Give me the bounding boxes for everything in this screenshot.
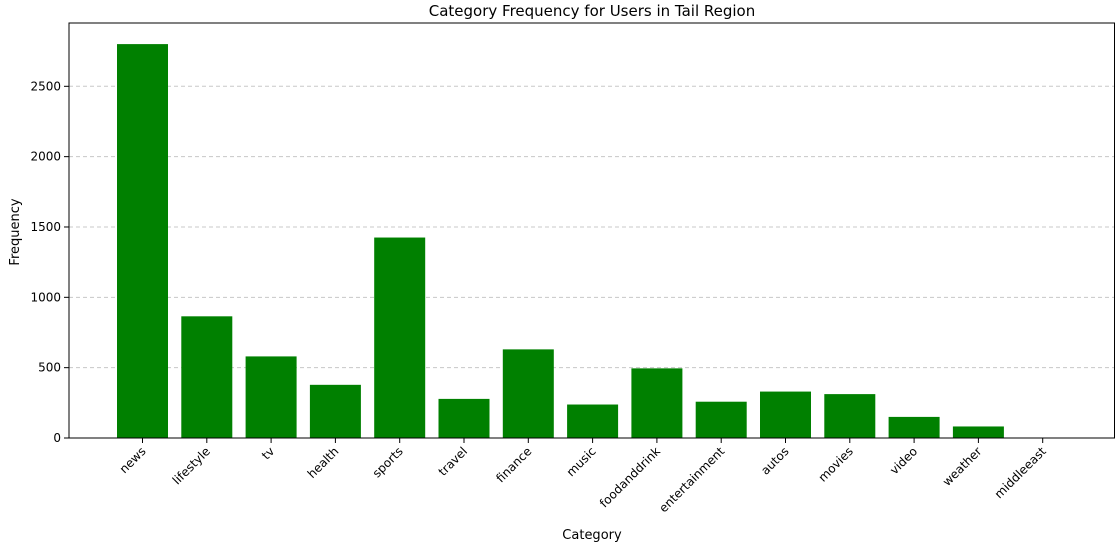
bar-tv [245, 356, 297, 438]
bar-sports [374, 237, 426, 438]
x-axis-ticks: news lifestyle tv health sports travel finance… [117, 438, 1049, 515]
x-tick-label: autos [758, 444, 791, 477]
y-tick-label: 1000 [30, 290, 61, 304]
x-tick-label: news [117, 444, 149, 476]
bars [117, 44, 1004, 439]
bar-news [117, 44, 168, 439]
x-tick-label: movies [816, 444, 856, 484]
y-tick-label: 2500 [30, 79, 61, 93]
x-tick-label: tv [259, 444, 277, 462]
x-tick-label: music [564, 444, 599, 479]
bar-finance [502, 349, 554, 438]
x-tick-label: video [887, 444, 920, 477]
y-axis-label: Frequency [8, 198, 23, 265]
bar-weather [952, 426, 1004, 438]
bar-health [309, 384, 361, 438]
bar-video [888, 416, 940, 438]
x-tick-label: sports [370, 444, 406, 480]
bar-movies [824, 394, 876, 438]
x-tick-label: weather [940, 444, 985, 489]
x-axis-label: Category [562, 528, 622, 543]
bar-lifestyle [181, 316, 233, 438]
y-tick-label: 500 [38, 361, 61, 375]
y-tick-label: 0 [53, 431, 61, 445]
x-tick-label: health [305, 444, 342, 481]
bar-travel [438, 398, 490, 438]
x-tick-label: finance [493, 444, 534, 485]
x-tick-label: lifestyle [170, 444, 213, 487]
x-tick-label: entertainment [656, 444, 727, 515]
x-tick-label: travel [436, 444, 471, 479]
chart-title: Category Frequency for Users in Tail Reg… [429, 2, 755, 20]
x-tick-label: middleeast [992, 444, 1049, 501]
bar-music [567, 404, 619, 438]
bar-entertainment [695, 401, 747, 438]
bar-foodanddrink [631, 368, 683, 438]
y-tick-label: 1500 [30, 220, 61, 234]
x-tick-label: foodanddrink [597, 444, 663, 510]
y-tick-label: 2000 [30, 150, 61, 164]
bar-autos [760, 391, 811, 438]
y-axis-ticks: 0 500 1000 1500 2000 2500 [30, 79, 69, 445]
